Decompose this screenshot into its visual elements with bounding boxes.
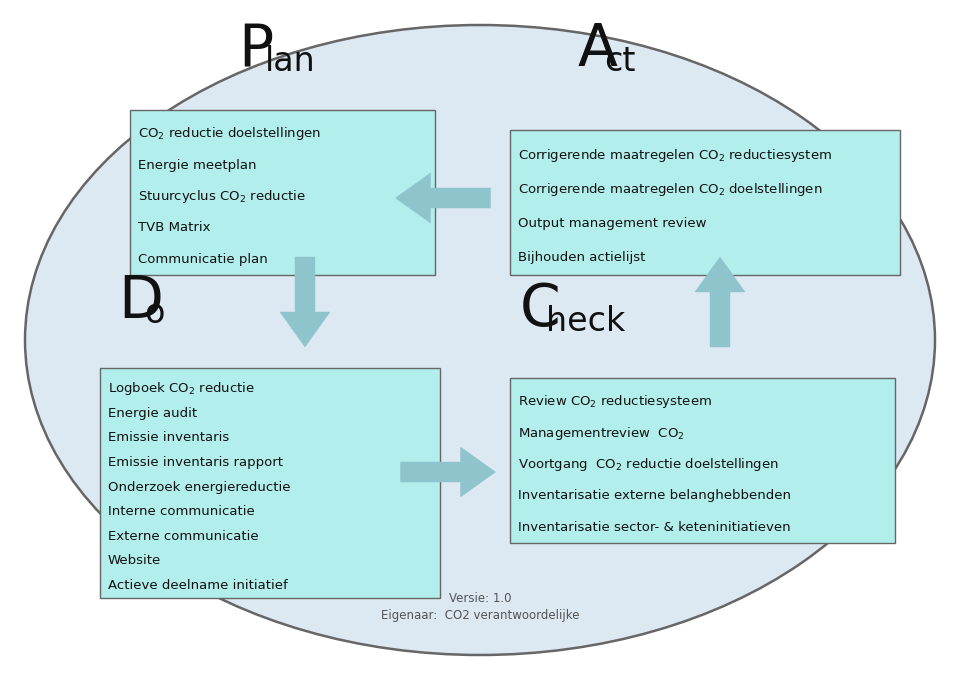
Text: Energie audit: Energie audit xyxy=(108,407,197,420)
FancyArrow shape xyxy=(280,257,330,347)
Text: Logboek CO$_2$ reductie: Logboek CO$_2$ reductie xyxy=(108,380,254,397)
Text: Website: Website xyxy=(108,554,161,568)
Text: Externe communicatie: Externe communicatie xyxy=(108,530,258,543)
Text: C: C xyxy=(520,281,561,338)
FancyBboxPatch shape xyxy=(130,110,435,275)
Text: TVB Matrix: TVB Matrix xyxy=(138,222,210,235)
Text: Actieve deelname initiatief: Actieve deelname initiatief xyxy=(108,579,288,592)
Text: D: D xyxy=(118,273,163,330)
FancyArrow shape xyxy=(695,257,745,347)
Text: Interne communicatie: Interne communicatie xyxy=(108,505,254,518)
FancyArrow shape xyxy=(400,447,495,497)
Text: Onderzoek energiereductie: Onderzoek energiereductie xyxy=(108,481,291,494)
Text: Inventarisatie sector- & keteninitiatieven: Inventarisatie sector- & keteninitiatiev… xyxy=(518,521,791,534)
FancyArrow shape xyxy=(396,173,491,223)
Text: heck: heck xyxy=(546,305,626,338)
FancyBboxPatch shape xyxy=(100,368,440,598)
Text: Managementreview  CO$_2$: Managementreview CO$_2$ xyxy=(518,424,684,441)
Text: Emissie inventaris: Emissie inventaris xyxy=(108,431,229,444)
Text: Corrigerende maatregelen CO$_2$ reductiesystem: Corrigerende maatregelen CO$_2$ reductie… xyxy=(518,147,832,164)
Text: lan: lan xyxy=(264,45,315,78)
Text: ct: ct xyxy=(605,45,636,78)
Text: Eigenaar:  CO2 verantwoordelijke: Eigenaar: CO2 verantwoordelijke xyxy=(381,609,579,622)
Text: P: P xyxy=(238,21,274,78)
FancyBboxPatch shape xyxy=(510,378,895,543)
Text: o: o xyxy=(144,297,165,330)
Text: Review CO$_2$ reductiesysteem: Review CO$_2$ reductiesysteem xyxy=(518,393,712,410)
Text: Bijhouden actielijst: Bijhouden actielijst xyxy=(518,252,645,265)
Text: A: A xyxy=(578,21,618,78)
Text: CO$_2$ reductie doelstellingen: CO$_2$ reductie doelstellingen xyxy=(138,125,322,142)
Text: Corrigerende maatregelen CO$_2$ doelstellingen: Corrigerende maatregelen CO$_2$ doelstel… xyxy=(518,181,823,198)
Ellipse shape xyxy=(25,25,935,655)
Text: Communicatie plan: Communicatie plan xyxy=(138,253,268,266)
Text: Inventarisatie externe belanghebbenden: Inventarisatie externe belanghebbenden xyxy=(518,490,791,503)
Text: Stuurcyclus CO$_2$ reductie: Stuurcyclus CO$_2$ reductie xyxy=(138,188,306,205)
Text: Energie meetplan: Energie meetplan xyxy=(138,158,256,171)
FancyBboxPatch shape xyxy=(510,130,900,275)
Text: Output management review: Output management review xyxy=(518,217,707,230)
Text: Voortgang  CO$_2$ reductie doelstellingen: Voortgang CO$_2$ reductie doelstellingen xyxy=(518,456,779,473)
Text: Versie: 1.0: Versie: 1.0 xyxy=(448,592,512,605)
Text: Emissie inventaris rapport: Emissie inventaris rapport xyxy=(108,456,283,469)
